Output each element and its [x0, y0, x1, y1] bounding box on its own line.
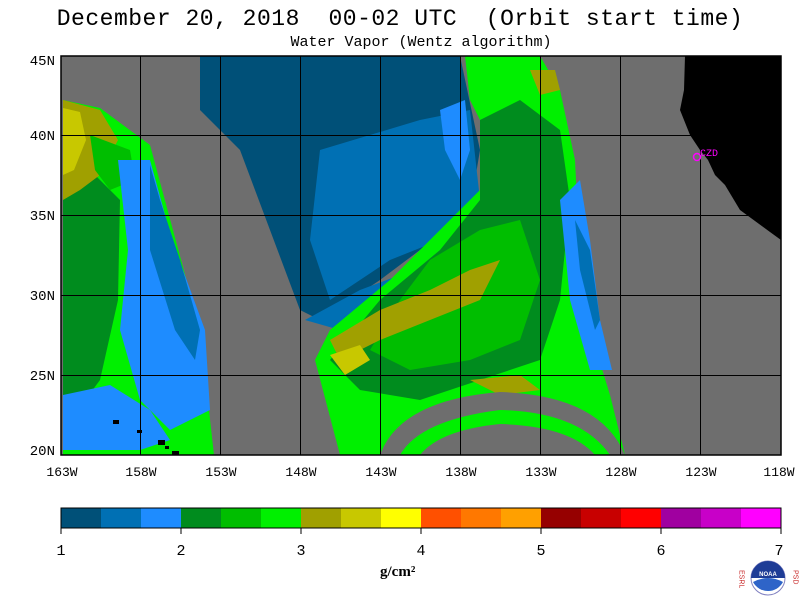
lon-label-143w: 143W — [365, 465, 396, 480]
lat-label-35n: 35N — [30, 209, 55, 225]
mid-swath-olive-bottom — [470, 375, 540, 395]
land-california — [680, 56, 781, 240]
colorbar-swatch-2 — [101, 508, 142, 528]
mid-swath-yellow-patch — [330, 345, 370, 375]
lon-label-128w: 128W — [605, 465, 636, 480]
colorbar-swatch-13 — [541, 508, 582, 528]
colorbar-ticks — [60, 528, 782, 534]
lat-label-25n: 25N — [30, 369, 55, 385]
colorbar-swatch-6 — [261, 508, 302, 528]
colorbar-label-2: 2 — [176, 543, 185, 560]
colorbar-swatch-15 — [621, 508, 662, 528]
colorbar-swatch-1 — [61, 508, 102, 528]
lat-label-20n: 20N — [30, 444, 55, 460]
station-label: CZD — [700, 149, 718, 160]
colorbar-swatch-9 — [381, 508, 422, 528]
logo-right-text: PSD — [792, 570, 799, 584]
logo-left-text: ESRL — [738, 570, 745, 588]
lon-label-153w: 153W — [205, 465, 236, 480]
colorbar-tick-labels: 1 2 3 4 5 6 7 — [56, 543, 783, 560]
colorbar-swatch-8 — [341, 508, 382, 528]
lat-label-45n: 45N — [30, 54, 55, 70]
mid-swath-olive-band — [330, 260, 500, 360]
colorbar-swatch-11 — [461, 508, 502, 528]
colorbar-unit: g/cm² — [380, 564, 416, 580]
colorbar-swatch-4 — [181, 508, 222, 528]
left-swath-blue-bottom — [63, 385, 170, 450]
lat-label-40n: 40N — [30, 129, 55, 145]
colorbar-swatch-3 — [141, 508, 182, 528]
mid-swath-blue — [310, 110, 480, 300]
colorbar-swatch-10 — [421, 508, 462, 528]
left-swath-green — [63, 150, 120, 430]
colorbar-swatch-16 — [661, 508, 702, 528]
right-swath-mid-blue — [575, 220, 600, 330]
map-subtitle: Water Vapor (Wentz algorithm) — [290, 34, 552, 51]
mid-swath-olive-top — [530, 70, 560, 95]
hawaiian-islands — [113, 420, 179, 455]
colorbar-swatch-12 — [501, 508, 542, 528]
latitude-labels: 45N 40N 35N 30N 25N 20N — [30, 54, 55, 460]
colorbar-label-1: 1 — [56, 543, 65, 560]
lon-label-123w: 123W — [685, 465, 716, 480]
map-field — [61, 56, 781, 455]
colorbar-swatch-7 — [301, 508, 342, 528]
colorbar-swatch-17 — [701, 508, 742, 528]
noaa-logo-wave — [753, 578, 783, 591]
colorbar-swatch-14 — [581, 508, 622, 528]
colorbar-label-6: 6 — [656, 543, 665, 560]
noaa-logo-text: NOAA — [759, 572, 777, 578]
map-gridlines — [61, 56, 781, 455]
longitude-labels: 163W 158W 153W 148W 143W 138W 133W 128W … — [46, 465, 794, 480]
lon-label-138w: 138W — [445, 465, 476, 480]
left-swath-olive-light — [63, 108, 86, 175]
colorbar-label-4: 4 — [416, 543, 425, 560]
colorbar — [61, 508, 782, 528]
bottom-arc-grey-inner — [420, 424, 595, 455]
colorbar-label-5: 5 — [536, 543, 545, 560]
lon-label-163w: 163W — [46, 465, 77, 480]
noaa-esrl-psd-logo: NOAA ESRL PSD — [738, 560, 799, 596]
lat-label-30n: 30N — [30, 289, 55, 305]
mid-swath-bright-blue — [440, 100, 470, 180]
lon-label-158w: 158W — [125, 465, 156, 480]
lon-label-118w: 118W — [763, 465, 794, 480]
map-title: December 20, 2018 00-02 UTC (Orbit start… — [56, 6, 744, 32]
left-swath-mid-blue — [150, 165, 200, 360]
colorbar-label-3: 3 — [296, 543, 305, 560]
lon-label-148w: 148W — [285, 465, 316, 480]
colorbar-swatch-18 — [741, 508, 782, 528]
station-marker — [692, 152, 702, 162]
colorbar-swatch-5 — [221, 508, 262, 528]
noaa-logo-sky — [751, 561, 785, 578]
map-frame — [60, 55, 782, 456]
lon-label-133w: 133W — [525, 465, 556, 480]
colorbar-label-7: 7 — [774, 543, 783, 560]
